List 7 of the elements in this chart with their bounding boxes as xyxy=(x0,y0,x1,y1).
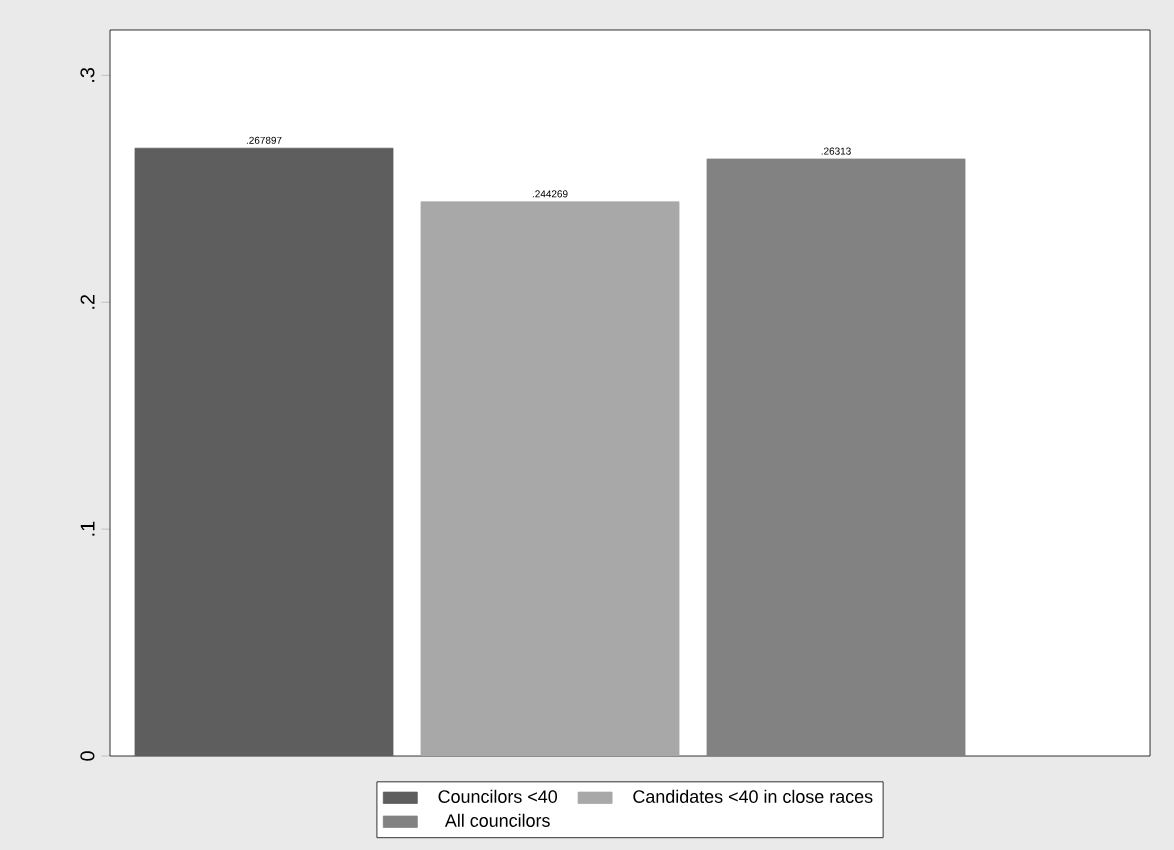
legend-label: Councilors <40 xyxy=(438,789,558,803)
y-tick-label: 0 xyxy=(80,751,95,761)
legend-label: Candidates <40 in close races xyxy=(633,789,873,803)
y-tick-label: .2 xyxy=(80,294,95,309)
y-tick-label: .3 xyxy=(80,67,95,82)
legend-label: All councilors xyxy=(444,813,550,827)
y-tick-label: .1 xyxy=(80,521,95,536)
